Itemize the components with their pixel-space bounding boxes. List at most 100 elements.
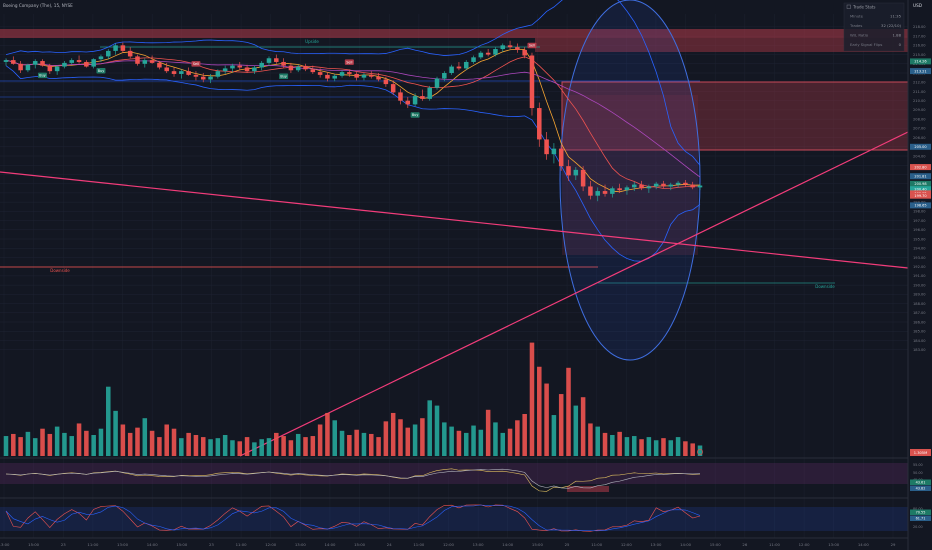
oscillator-1-level: 50.00	[913, 471, 923, 475]
volume-bar	[595, 426, 600, 456]
time-tick-label: 11:00	[591, 542, 603, 547]
price-tick-label: 195.00	[913, 237, 926, 241]
candle-body	[354, 73, 359, 78]
time-tick-label: 14:00	[858, 542, 870, 547]
resistance-zone-right	[535, 38, 908, 52]
volume-bar	[142, 418, 148, 456]
candle-body	[434, 78, 440, 88]
price-badge-label: 201.81	[914, 175, 926, 179]
price-badge	[910, 58, 931, 65]
candle-body	[551, 148, 557, 155]
candle-body	[537, 108, 542, 140]
candle-body	[69, 60, 75, 63]
candle-body	[47, 65, 53, 72]
volume-bar	[602, 432, 608, 456]
candle-body	[317, 72, 323, 75]
candle-body	[40, 61, 45, 66]
oscillator-2-level: 20.00	[913, 525, 923, 529]
candle-body	[149, 60, 155, 63]
volume-bar	[54, 426, 60, 456]
volume-bar	[478, 429, 484, 456]
volume-bar	[471, 425, 476, 456]
candle-body	[54, 66, 60, 72]
volume-bar	[295, 433, 301, 456]
stats-checkbox[interactable]	[846, 4, 851, 9]
stats-row-label: W/L Ratio	[850, 33, 869, 38]
candle-body	[646, 186, 652, 189]
volume-bar	[288, 440, 294, 456]
volume-bar	[186, 432, 191, 456]
candle-body	[295, 66, 301, 71]
candle-body	[215, 71, 221, 77]
volume-bar	[442, 422, 447, 456]
stats-row-label: Early Signal Flips	[850, 42, 882, 47]
volume-bar	[11, 433, 16, 456]
price-badge	[910, 164, 931, 171]
volume-bar	[230, 440, 235, 456]
volume-bar	[697, 445, 703, 456]
candle-body	[595, 191, 600, 196]
volume-bar	[631, 436, 637, 456]
volume-bar	[405, 427, 411, 456]
candles	[3, 40, 703, 202]
time-tick-label: 11:00	[87, 542, 99, 547]
oscillator-2-k	[5, 504, 701, 532]
price-tick-label: 187.00	[913, 311, 926, 315]
volume-bar	[427, 400, 432, 456]
candle-body	[113, 45, 118, 51]
price-tick-label: 216.00	[913, 44, 926, 48]
volume-bar	[157, 437, 162, 456]
volume-bar	[463, 432, 469, 456]
time-tick-label: 12:00	[799, 542, 811, 547]
sell-signal-label: Sell	[193, 62, 199, 66]
time-tick-label: 15:00	[354, 542, 366, 547]
volume-bar	[91, 435, 96, 456]
volume-bar	[76, 423, 82, 456]
candle-body	[91, 59, 96, 67]
candle-body	[405, 100, 411, 105]
volume-bar	[368, 433, 374, 456]
price-badge	[910, 192, 931, 199]
lower-zone-label: Downside	[50, 268, 70, 273]
time-axis[interactable]: 13:00 15:00 23 11:00 13:00 14:00 15:00 23 11:00 1…	[0, 542, 896, 547]
candle-body	[303, 66, 308, 70]
volume-bar	[573, 405, 579, 456]
volume-bar	[456, 430, 462, 456]
time-tick-label: 13:00	[650, 542, 662, 547]
volume-bar	[179, 438, 184, 456]
volume-bar	[47, 433, 53, 456]
candle-body	[697, 185, 703, 188]
buy-signal-label: Buy	[280, 74, 286, 78]
volume-bar	[303, 437, 308, 456]
candle-body	[544, 139, 549, 155]
volume-bar	[266, 438, 272, 456]
price-axis[interactable]	[908, 0, 932, 550]
price-tick-label: 194.00	[913, 247, 926, 251]
price-tick-label: 218.00	[913, 25, 926, 29]
volume-bar	[580, 397, 586, 456]
candle-body	[200, 76, 206, 80]
time-tick-label: 12:00	[265, 542, 277, 547]
volume-bar	[317, 424, 323, 456]
volume-bar	[193, 435, 199, 456]
candle-body	[164, 67, 169, 72]
time-tick-label: 14:00	[324, 542, 336, 547]
candle-body	[32, 61, 38, 65]
candle-body	[325, 74, 330, 79]
candle-body	[573, 169, 579, 176]
volume-settings-icon[interactable]	[697, 449, 703, 455]
volume-bar	[390, 412, 396, 456]
candle-body	[631, 184, 637, 188]
candle-body	[668, 184, 674, 187]
sell-signal-label: Sell	[346, 60, 352, 64]
sell-signal-badge	[191, 61, 201, 67]
buy-signal-badge	[96, 67, 106, 74]
candle-body	[230, 65, 235, 69]
candle-body	[442, 73, 447, 79]
candle-body	[76, 60, 82, 62]
price-badge-label: 214.26	[914, 60, 926, 64]
candle-body	[135, 56, 140, 64]
candle-body	[485, 52, 491, 55]
supply-zone	[561, 81, 909, 151]
